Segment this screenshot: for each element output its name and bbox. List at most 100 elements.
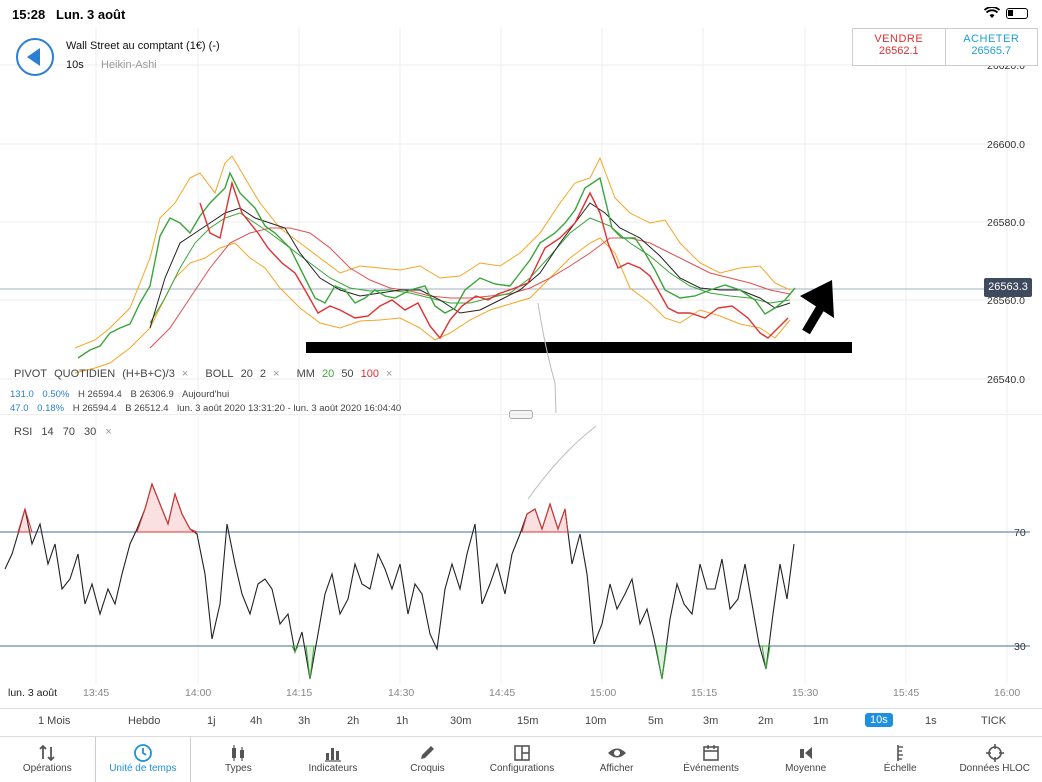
row1-points: 131.0 bbox=[10, 389, 34, 400]
time-label-1545: 15:45 bbox=[893, 687, 919, 699]
arrows-updown-icon bbox=[39, 744, 55, 762]
moving-averages bbox=[149, 202, 791, 349]
boll-name: BOLL bbox=[205, 368, 234, 380]
row1-high: H 26594.4 bbox=[78, 389, 122, 400]
price-grid bbox=[0, 28, 1030, 413]
row1-low: B 26306.9 bbox=[130, 389, 174, 400]
rsi-remove-button[interactable]: × bbox=[105, 426, 112, 438]
buy-button[interactable]: ACHETER 26565.7 bbox=[946, 29, 1038, 65]
timeframe-10m[interactable]: 10m bbox=[585, 715, 607, 727]
tab-evenements[interactable]: Événements bbox=[664, 737, 759, 782]
time-label-1500: 15:00 bbox=[590, 687, 616, 699]
time-label-1600: 16:00 bbox=[994, 687, 1020, 699]
timeframe-1s[interactable]: 1s bbox=[925, 715, 937, 727]
timeframe-1h[interactable]: 1h bbox=[396, 715, 409, 727]
rsi-legend: RSI 14 70 30 × bbox=[14, 426, 126, 438]
clock-icon bbox=[133, 744, 152, 762]
timeframe-tick[interactable]: TICK bbox=[981, 715, 1007, 727]
price-axis-labels: 26620.0 26600.0 26580.0 26560.0 26540.0 bbox=[987, 60, 1025, 386]
back-button[interactable] bbox=[16, 38, 54, 76]
sell-button[interactable]: VENDRE 26562.1 bbox=[853, 29, 946, 65]
sell-price: 26562.1 bbox=[878, 45, 919, 57]
rsi-period: 14 bbox=[41, 426, 54, 438]
pivot-type: QUOTIDIEN bbox=[54, 368, 116, 380]
tab-echelle[interactable]: Échelle bbox=[853, 737, 948, 782]
timeframe-1m[interactable]: 1m bbox=[813, 715, 829, 727]
wifi-icon bbox=[984, 7, 1000, 18]
boll-dev: 2 bbox=[259, 368, 267, 380]
tab-unite-de-temps[interactable]: Unité de temps bbox=[94, 737, 192, 782]
tab-types[interactable]: Types bbox=[191, 737, 286, 782]
tab-donnees-hloc-label: Données HLOC bbox=[959, 763, 1031, 774]
current-price-tag: 26563.3 bbox=[984, 278, 1032, 297]
mm-remove-button[interactable]: × bbox=[386, 368, 393, 380]
timeframe-30m[interactable]: 30m bbox=[450, 715, 472, 727]
price-label-4: 26560.0 bbox=[987, 295, 1025, 307]
status-date: Lun. 3 août bbox=[56, 7, 126, 22]
boll-period: 20 bbox=[240, 368, 253, 380]
crosshair-icon bbox=[985, 744, 1004, 762]
pivot-remove-button[interactable]: × bbox=[181, 368, 189, 380]
rsi-chart[interactable]: 70 30 lun. 3 août 13:45 14:00 14:15 14:3… bbox=[0, 414, 1042, 708]
layout-icon bbox=[514, 745, 530, 761]
support-line-annotation bbox=[306, 342, 852, 353]
tab-indicateurs-label: Indicateurs bbox=[308, 763, 358, 774]
price-label-2: 26600.0 bbox=[987, 139, 1025, 151]
tab-configurations[interactable]: Configurations bbox=[475, 737, 570, 782]
tab-moyenne-label: Moyenne bbox=[785, 763, 827, 774]
timeframe-2h[interactable]: 2h bbox=[347, 715, 360, 727]
mm-100 bbox=[149, 227, 791, 349]
tab-unite-de-temps-label: Unité de temps bbox=[109, 763, 177, 774]
mm-value-50: 50 bbox=[341, 368, 354, 380]
timeframe-1j[interactable]: 1j bbox=[207, 715, 216, 727]
timeframe-4h[interactable]: 4h bbox=[250, 715, 263, 727]
price-label-3: 26580.0 bbox=[987, 217, 1025, 229]
tab-evenements-label: Événements bbox=[683, 763, 739, 774]
mm-value-100: 100 bbox=[360, 368, 379, 380]
status-time: 15:28 bbox=[12, 7, 46, 22]
pivot-row-range: 47.0 0.18% H 26594.4 B 26512.4 lun. 3 ao… bbox=[10, 403, 407, 414]
timeframe-hebdo[interactable]: Hebdo bbox=[128, 715, 161, 727]
timeframe-2m[interactable]: 2m bbox=[758, 715, 774, 727]
timeframe-15m[interactable]: 15m bbox=[517, 715, 539, 727]
boll-remove-button[interactable]: × bbox=[273, 368, 280, 380]
timeframe-3m[interactable]: 3m bbox=[703, 715, 719, 727]
chart-area[interactable]: 26620.0 26600.0 26580.0 26560.0 26540.0 … bbox=[0, 28, 1042, 708]
bollinger-upper bbox=[74, 155, 791, 349]
tab-croquis-label: Croquis bbox=[410, 763, 445, 774]
row1-percent: 0.50% bbox=[42, 389, 70, 400]
mm-50 bbox=[149, 212, 791, 324]
bars-icon bbox=[324, 748, 341, 762]
instrument-title: Wall Street au comptant (1€) (-) bbox=[66, 40, 220, 52]
timeframe-1-mois[interactable]: 1 Mois bbox=[38, 715, 71, 727]
tab-indicateurs[interactable]: Indicateurs bbox=[286, 737, 381, 782]
timeframe-10s[interactable]: 10s bbox=[865, 713, 893, 727]
mm-name: MM bbox=[296, 368, 315, 380]
arrow-annotation bbox=[800, 280, 834, 335]
bottom-tab-bar: Opérations Unité de temps Types Indicate… bbox=[0, 736, 1042, 782]
system-icons bbox=[984, 7, 1028, 19]
time-axis-labels: lun. 3 août 13:45 14:00 14:15 14:30 14:4… bbox=[8, 687, 1020, 699]
time-label-1530: 15:30 bbox=[792, 687, 818, 699]
buy-label: ACHETER bbox=[963, 33, 1020, 45]
indicator-legend: PIVOT QUOTIDIEN (H+B+C)/3 × BOLL 20 2 × … bbox=[14, 368, 406, 380]
timeframe-5m[interactable]: 5m bbox=[648, 715, 664, 727]
bollinger-bands bbox=[74, 155, 791, 374]
mm-value-20: 20 bbox=[322, 368, 335, 380]
tab-moyenne[interactable]: Moyenne bbox=[758, 737, 853, 782]
tab-afficher[interactable]: Afficher bbox=[569, 737, 664, 782]
price-chart[interactable]: 26620.0 26600.0 26580.0 26560.0 26540.0 bbox=[0, 28, 1042, 413]
pivot-row-today: 131.0 0.50% H 26594.4 B 26306.9 Aujourd'… bbox=[10, 389, 235, 400]
candles-bull-path bbox=[77, 171, 796, 359]
tab-croquis[interactable]: Croquis bbox=[380, 737, 475, 782]
row2-low: B 26512.4 bbox=[125, 403, 169, 414]
tab-operations-label: Opérations bbox=[22, 763, 72, 774]
candles-icon bbox=[232, 745, 245, 761]
tab-donnees-hloc[interactable]: Données HLOC bbox=[947, 737, 1042, 782]
sell-label: VENDRE bbox=[874, 33, 924, 45]
timeframe-3h[interactable]: 3h bbox=[298, 715, 311, 727]
tab-afficher-label: Afficher bbox=[599, 763, 634, 774]
rsi-lower: 30 bbox=[84, 426, 97, 438]
tab-operations[interactable]: Opérations bbox=[0, 737, 95, 782]
